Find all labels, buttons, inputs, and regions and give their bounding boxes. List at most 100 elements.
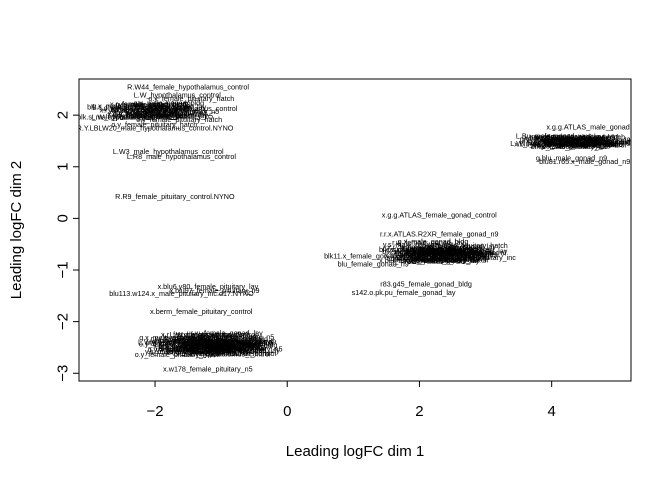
- sample-label: L.W_hypothalamus_control: [419, 249, 506, 258]
- sample-label: o.y_female_pituitary_hatch: [403, 250, 489, 259]
- sample-label: blk.s_male_pituitary_inc: [168, 344, 245, 353]
- y-tick-label: 2: [54, 111, 71, 119]
- sample-label: blk.s_male_pituitary_inc: [87, 103, 164, 112]
- sample-label: r.w_female_gonad_lay: [146, 338, 218, 347]
- sample-label: g.x_male_gonad_bldg: [92, 102, 163, 111]
- sample-label: x.g.g.ATLAS_female_gonad_control: [382, 210, 497, 219]
- sample-label: r.w_female_gonad_lay: [115, 111, 187, 120]
- sample-label: x.blu97_female_pituitary_n9: [170, 286, 260, 295]
- sample-label: o.y_female_pituitary_hatch: [187, 338, 273, 347]
- sample-label: y.s_male_pituitary_n9: [202, 342, 271, 351]
- sample-label: r.w_female_gonad_lay: [165, 333, 237, 342]
- sample-label: x.blu_female_pituitary_n5: [379, 256, 461, 265]
- sample-label: r.w_female_gonad_lay: [420, 245, 492, 254]
- sample-label: o.y_female_pituitary_hatch: [422, 241, 508, 250]
- sample-label: blk.s_male_pituitary_inc: [183, 343, 260, 352]
- sample-label: L.W_hypothalamus_control: [390, 254, 477, 263]
- sample-label: y.s_male_pituitary_n9: [112, 112, 181, 121]
- sample-label: r.w_female_gonad_lay: [544, 137, 616, 146]
- sample-label: blu_female_gonad_n9: [338, 259, 409, 268]
- sample-label: o.y_female_pituitary_hatch: [136, 115, 222, 124]
- y-axis-title: Leading logFC dim 2: [8, 161, 25, 299]
- sample-label: blk.s_male_pituitary_inc: [531, 142, 608, 151]
- y-tick-label: −1: [54, 261, 71, 278]
- x-tick-label: 0: [283, 403, 291, 420]
- sample-label: o.y_female_pituitary_hatch: [535, 132, 621, 141]
- sample-label: g.x_male_gonad_bldg: [547, 139, 618, 148]
- sample-label: y.s_male_pituitary_n9: [108, 106, 177, 115]
- sample-label: blk.s_male_pituitary_inc: [418, 248, 495, 257]
- sample-label: blk.s_male_pituitary_inc: [382, 247, 459, 256]
- sample-label: x.blu_female_pituitary_n5: [183, 344, 265, 353]
- sample-label: r.w_female_gonad_lay: [530, 138, 602, 147]
- sample-label: L.W_hypothalamus_control: [184, 350, 271, 359]
- sample-label: r.w_female_gonad_lay: [208, 346, 280, 355]
- sample-label: L.R8_male_hypothalamus_control: [127, 152, 236, 161]
- sample-label: x.blu_female_pituitary_n5: [137, 107, 219, 116]
- sample-label: g.x_male_gonad_bldg: [115, 100, 186, 109]
- sample-label: R.R9_female_pituitary_control.NYNO: [115, 192, 235, 201]
- sample-label: blk.s_male_pituitary_inc: [545, 138, 622, 147]
- sample-label: g.x_male_gonad_bldg: [133, 99, 204, 108]
- sample-label: y.s_male_pituitary_n9: [428, 250, 497, 259]
- sample-label: g.x_male_gonad_bldg: [560, 138, 631, 147]
- sample-label: x.r_female_gonad_inc.d9: [153, 341, 234, 350]
- sample-label: x.r_female_gonad_inc.d9: [391, 246, 472, 255]
- sample-label: blk.s_male_pituitary_inc: [554, 138, 631, 147]
- x-tick-label: 4: [547, 403, 555, 420]
- sample-label: blk.s_male_pituitary_inc: [159, 342, 236, 351]
- sample-label: o.y_female_pituitary_hatch: [152, 337, 238, 346]
- sample-label: L.W_hypothalamus_control: [174, 340, 261, 349]
- sample-label: g.x_male_gonad_bldg: [398, 237, 469, 246]
- sample-label: x.r_female_gonad_inc.d9: [182, 339, 263, 348]
- sample-label: g.x_male_gonad_bldg: [158, 342, 229, 351]
- sample-label: r.w_female_gonad_lay: [134, 102, 206, 111]
- sample-label: o.y_female_pituitary_hatch: [520, 134, 606, 143]
- sample-label: x.r_female_gonad_inc.d9: [395, 252, 476, 261]
- sample-label: r.w_female_gonad_lay: [151, 334, 223, 343]
- sample-label: g.x_male_gonad_bldg: [394, 245, 465, 254]
- sample-label: L.W_hypothalamus_control: [170, 330, 257, 339]
- sample-label: x.r_female_gonad_inc.d9: [533, 140, 614, 149]
- sample-label: L.W_hypothalamus_control: [138, 338, 225, 347]
- sample-label: x.blu_female_pituitary_n5: [183, 343, 265, 352]
- sample-label: L.W_hypothalamus_control: [150, 104, 237, 113]
- sample-label: x.blu_female_pituitary_n5: [192, 332, 274, 341]
- sample-label: L.W_hypothalamus_control: [537, 140, 624, 149]
- sample-label: x.r_female_gonad_inc.d9: [553, 137, 634, 146]
- sample-label: g.x_male_gonad_bldg: [416, 254, 487, 263]
- sample-label: r.w_female_gonad_lay: [531, 132, 603, 141]
- sample-label: x.r_female_gonad_inc.d9: [394, 248, 475, 257]
- sample-label: x.w178_female_pituitary_n5: [163, 365, 253, 374]
- sample-label: x.blu_female_pituitary_n5: [107, 109, 189, 118]
- sample-label: x.r_female_gonad_inc.d9: [110, 99, 191, 108]
- sample-label: g.x_male_gonad_bldg: [185, 338, 256, 347]
- sample-label: y.s_male_pituitary_n9: [179, 331, 248, 340]
- sample-label: o.y_female_pituitary_hatch: [533, 140, 619, 149]
- sample-label: g.x_male_gonad_bldg: [537, 134, 608, 143]
- sample-label: L.W_hypothalamus_control: [177, 335, 264, 344]
- sample-label: x.blu_female_pituitary_n5: [126, 108, 208, 117]
- sample-label: x.r_female_gonad_inc.d9: [187, 335, 268, 344]
- sample-label: L.W_hypothalamus_control: [510, 139, 597, 148]
- y-tick-label: −2: [54, 313, 71, 330]
- sample-label: L.W_hypothalamus_control: [401, 251, 488, 260]
- sample-label: g.x_male_gonad_bldg: [399, 248, 470, 257]
- sample-label: o.y_female_pituitary_hatch: [408, 250, 494, 259]
- sample-label: g.x_male_gonad_bldg: [176, 343, 247, 352]
- sample-label: x.r_female_gonad_inc.d9: [178, 346, 259, 355]
- sample-label: y.s_male_pituitary_n9: [404, 255, 473, 264]
- sample-label: r.w_female_gonad_lay: [120, 101, 192, 110]
- sample-label: r.w_female_gonad_lay: [392, 238, 464, 247]
- sample-label: g.x_male_gonad_bldg: [179, 338, 250, 347]
- sample-label: o.y_female_pituitary_hatch: [177, 343, 263, 352]
- sample-label: L.W_hypothalamus_control: [150, 345, 237, 354]
- sample-label: x.r_female_gonad_inc.d9: [532, 138, 613, 147]
- sample-label: L.W_hypothalamus_control: [402, 252, 489, 261]
- sample-label: x.blu_female_pituitary_n5: [385, 251, 467, 260]
- sample-label: r.w_female_gonad_lay: [543, 137, 615, 146]
- sample-label: blu113.w124.x_male_pituitary_inc.d17.NYN…: [109, 289, 254, 298]
- sample-label: L.W_hypothalamus_control: [187, 337, 274, 346]
- y-tick-label: 1: [54, 163, 71, 171]
